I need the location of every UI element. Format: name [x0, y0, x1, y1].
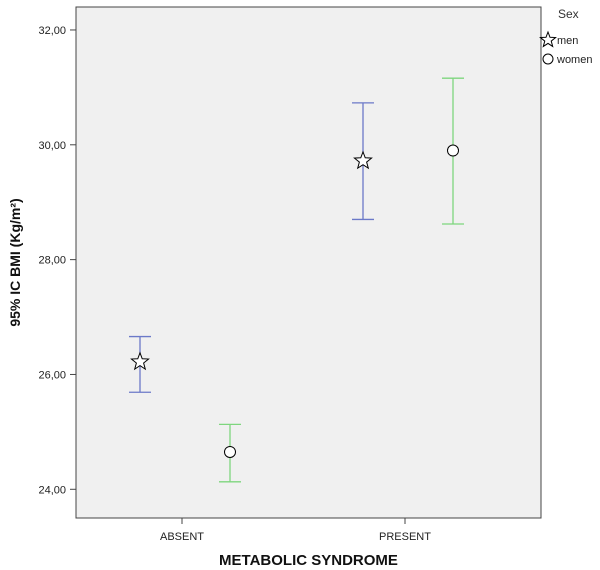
- circle-icon: [542, 53, 554, 65]
- error-bar-men-present: [352, 102, 374, 221]
- y-axis: 24,00 26,00 28,00 30,00 32,00: [38, 25, 76, 496]
- error-bar-women-present: [442, 77, 464, 225]
- y-tick-label: 28,00: [38, 255, 66, 267]
- x-axis: ABSENT PRESENT: [160, 518, 431, 543]
- x-axis-title: METABOLIC SYNDROME: [219, 552, 398, 569]
- y-tick-label: 32,00: [38, 25, 66, 37]
- x-tick-label: PRESENT: [379, 531, 431, 543]
- error-bar-women-absent: [219, 423, 241, 483]
- legend: Sex men women: [539, 7, 592, 66]
- star-icon: [539, 30, 557, 48]
- star-marker: [130, 351, 150, 371]
- legend-label: women: [556, 54, 592, 66]
- legend-item-men: men: [539, 30, 578, 48]
- x-tick-label: ABSENT: [160, 531, 204, 543]
- circle-marker: [224, 445, 236, 458]
- legend-item-women: women: [542, 53, 592, 66]
- legend-title: Sex: [558, 7, 579, 21]
- star-marker: [353, 150, 373, 170]
- y-tick-label: 30,00: [38, 140, 66, 152]
- circle-marker: [447, 144, 459, 157]
- y-tick-label: 26,00: [38, 369, 66, 381]
- series-layer: [129, 77, 464, 483]
- legend-label: men: [557, 35, 578, 47]
- error-bar-men-absent: [129, 335, 151, 393]
- y-tick-label: 24,00: [38, 484, 66, 496]
- y-axis-title: 95% IC BMI (Kg/m²): [7, 198, 23, 326]
- plot-area: [75, 6, 542, 519]
